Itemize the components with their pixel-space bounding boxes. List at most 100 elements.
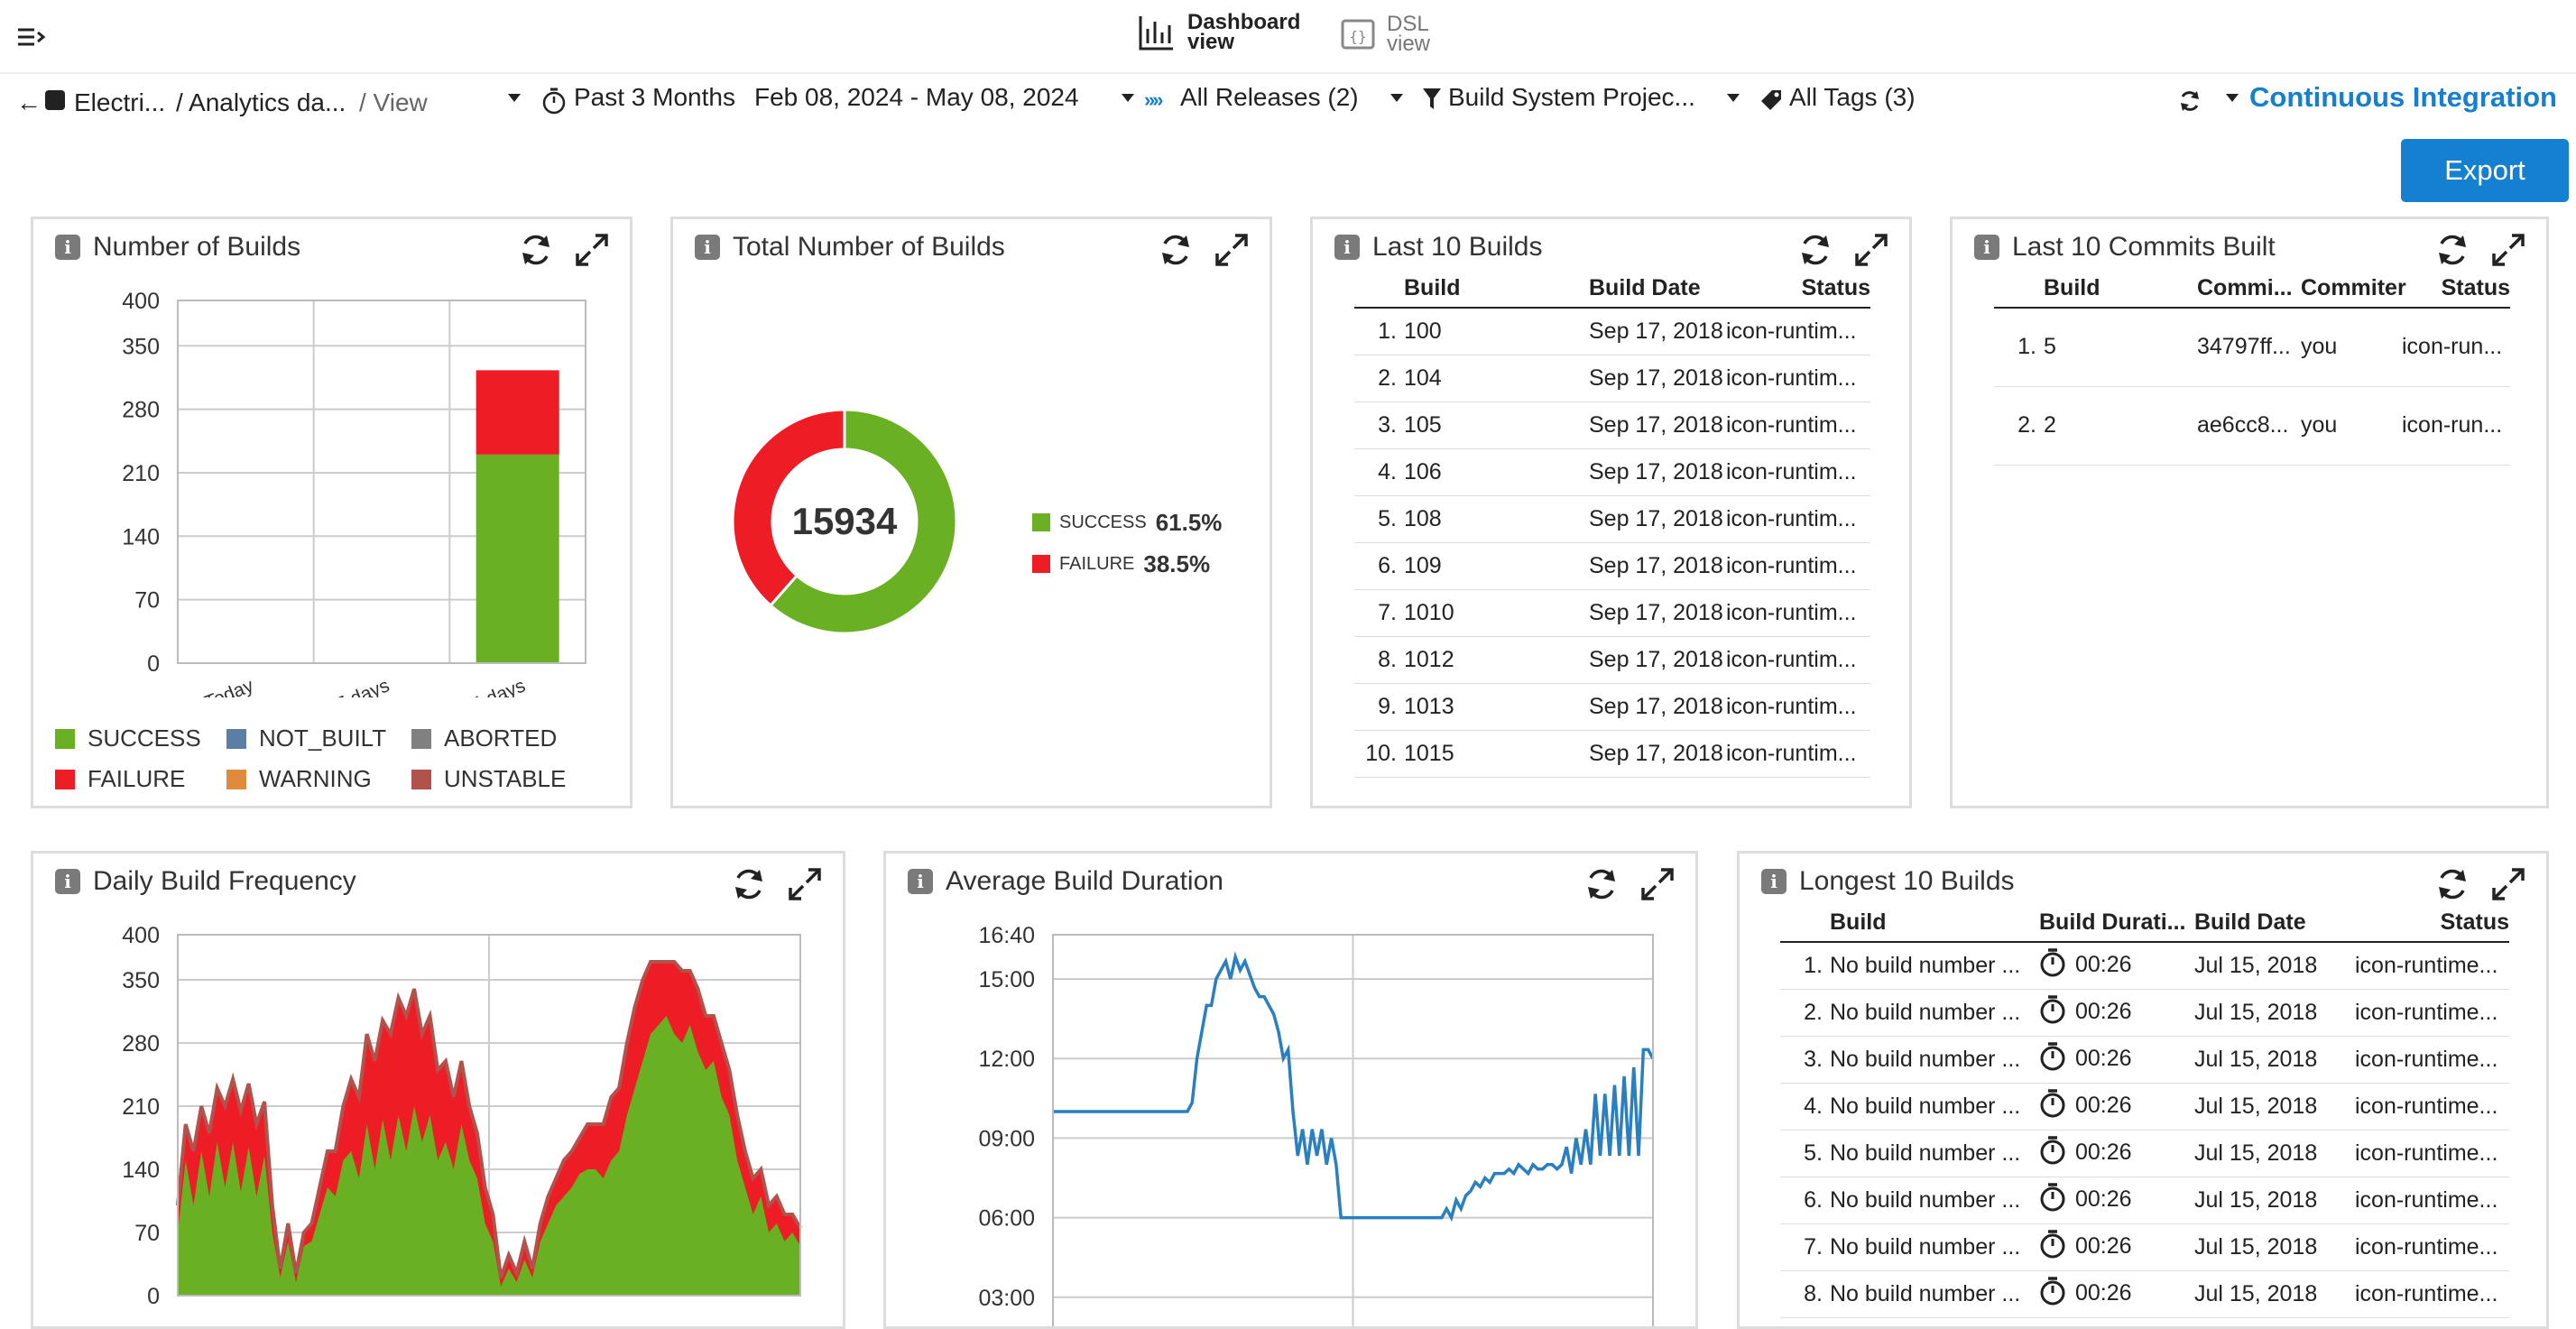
column-header[interactable]: Commiter — [2301, 275, 2406, 309]
column-header[interactable]: Status — [1726, 275, 1870, 309]
breadcrumb-dropdown-icon[interactable] — [508, 94, 521, 102]
table-row[interactable]: 5. 108 Sep 17, 2018 icon-runtim... — [1354, 495, 1870, 543]
cell-n: 7. — [1354, 589, 1404, 637]
refresh-icon[interactable] — [1797, 232, 1833, 268]
menu-toggle-icon[interactable] — [16, 23, 47, 51]
back-arrow-icon[interactable]: ← — [16, 88, 42, 116]
table-row[interactable]: 7. No build number ... 00:26 Jul 15, 2018 ic… — [1780, 1223, 2509, 1271]
table-row[interactable]: 8. No build number ... 00:26 Jul 15, 2018 ic… — [1780, 1270, 2509, 1318]
time-range-select[interactable]: Past 3 Months — [574, 83, 735, 111]
refresh-icon[interactable] — [731, 866, 767, 902]
column-header[interactable]: Build Date — [2194, 909, 2355, 943]
date-range-picker[interactable]: Feb 08, 2024 - May 08, 2024 — [754, 83, 1079, 111]
table-row[interactable]: 2. No build number ... 00:26 Jul 15, 2018 ic… — [1780, 989, 2509, 1037]
expand-icon[interactable] — [2490, 866, 2526, 902]
table-row[interactable]: 3. No build number ... 00:26 Jul 15, 2018 ic… — [1780, 1036, 2509, 1084]
slice-success[interactable] — [768, 408, 958, 635]
breadcrumb-dashboard[interactable]: / Analytics da... — [176, 88, 346, 116]
column-header[interactable]: Build — [1830, 909, 2039, 943]
cell-status: icon-runtim... — [1726, 636, 1870, 684]
refresh-icon[interactable] — [518, 232, 554, 268]
column-header[interactable]: Build Durati... — [2039, 909, 2194, 943]
column-header[interactable]: Status — [2355, 909, 2509, 943]
project-dropdown-icon[interactable] — [1727, 94, 1740, 102]
refresh-icon[interactable] — [1158, 232, 1194, 268]
refresh-icon[interactable] — [2434, 866, 2470, 902]
info-icon[interactable]: i — [55, 235, 80, 260]
legend-item[interactable]: WARNING — [226, 765, 411, 793]
legend-item[interactable]: SUCCESS — [55, 724, 226, 752]
duration-line[interactable] — [1053, 951, 1655, 1223]
expand-icon[interactable] — [787, 866, 823, 902]
y-tick-label: 70 — [134, 1221, 160, 1246]
expand-icon[interactable] — [574, 232, 610, 268]
dashboard-name-link[interactable]: Continuous Integration — [2249, 81, 2557, 113]
bar-failure[interactable] — [475, 370, 559, 455]
tags-select[interactable]: All Tags (3) — [1789, 83, 1916, 111]
table-row[interactable]: 6. No build number ... 00:26 Jul 15, 2018 ic… — [1780, 1177, 2509, 1224]
legend-item[interactable]: FAILURE 38.5% — [1032, 543, 1222, 585]
cell-duration: 00:26 — [2039, 1036, 2194, 1084]
cell-date: Jul 15, 2018 — [2194, 942, 2355, 990]
table-row[interactable]: 8. 1012 Sep 17, 2018 icon-runtim... — [1354, 636, 1870, 684]
table-row[interactable]: 7. 1010 Sep 17, 2018 icon-runtim... — [1354, 589, 1870, 637]
info-icon[interactable]: i — [55, 869, 80, 894]
table-row[interactable]: 2. 104 Sep 17, 2018 icon-runtim... — [1354, 355, 1870, 402]
legend-item[interactable]: FAILURE — [55, 765, 226, 793]
date-dropdown-icon[interactable] — [1122, 94, 1134, 102]
releases-dropdown-icon[interactable] — [1390, 94, 1403, 102]
table-row[interactable]: 1. No build number ... 00:26 Jul 15, 2018 ic… — [1780, 942, 2509, 990]
refresh-icon[interactable] — [1583, 866, 1620, 902]
column-header[interactable]: Status — [2402, 275, 2510, 309]
info-icon[interactable]: i — [1334, 235, 1360, 260]
expand-icon[interactable] — [1853, 232, 1889, 268]
table-row[interactable]: 4. No build number ... 00:26 Jul 15, 2018 ic… — [1780, 1083, 2509, 1131]
breadcrumb-project[interactable]: Electri... — [74, 88, 166, 116]
releases-select[interactable]: All Releases (2) — [1180, 83, 1359, 111]
dashboard-view-label-2: view — [1187, 30, 1235, 54]
expand-icon[interactable] — [2490, 232, 2526, 268]
info-icon[interactable]: i — [695, 235, 720, 260]
column-header[interactable]: Build Date — [1589, 275, 1726, 309]
number-of-builds-legend: SUCCESS NOT_BUILT ABORTED FAILURE WARNING UNS… — [55, 724, 614, 793]
dashboard-view-tab[interactable]: Dashboard view — [1137, 12, 1300, 54]
column-header[interactable]: Build — [1404, 275, 1589, 309]
area-success[interactable] — [178, 1016, 800, 1296]
column-header[interactable]: Commi... — [2197, 275, 2301, 309]
expand-icon[interactable] — [1639, 866, 1676, 902]
column-header[interactable]: Build — [2044, 275, 2197, 309]
dashboard-dropdown-icon[interactable] — [2226, 94, 2239, 102]
table-row[interactable]: 4. 106 Sep 17, 2018 icon-runtim... — [1354, 448, 1870, 496]
legend-item[interactable]: UNSTABLE — [411, 765, 592, 793]
table-row[interactable]: 10. 1015 Sep 17, 2018 icon-runtim... — [1354, 730, 1870, 778]
table-row[interactable]: 9. 1013 Sep 17, 2018 icon-runtim... — [1354, 683, 1870, 731]
refresh-icon[interactable] — [2177, 88, 2202, 118]
legend-item[interactable]: NOT_BUILT — [226, 724, 411, 752]
project-select[interactable]: Build System Projec... — [1448, 83, 1695, 111]
expand-icon[interactable] — [1214, 232, 1250, 268]
cell-status: icon-runtim... — [1726, 308, 1870, 355]
x-tick-label: Last 14 days — [421, 675, 529, 697]
table-row[interactable]: 1. 5 34797ff... you icon-run... — [1994, 308, 2510, 387]
info-icon[interactable]: i — [908, 869, 933, 894]
legend-label: SUCCESS — [1059, 512, 1147, 532]
legend-item[interactable]: SUCCESS 61.5% — [1032, 502, 1222, 543]
slice-failure[interactable] — [731, 408, 846, 608]
table-row[interactable]: 5. No build number ... 00:26 Jul 15, 2018 ic… — [1780, 1130, 2509, 1177]
bar-success[interactable] — [475, 454, 559, 663]
table-row[interactable]: 3. 105 Sep 17, 2018 icon-runtim... — [1354, 401, 1870, 449]
cell-committer: you — [2301, 308, 2402, 387]
dsl-view-tab[interactable]: {} DSL view — [1340, 14, 1430, 55]
export-button[interactable]: Export — [2401, 139, 2569, 202]
cell-n: 5. — [1354, 495, 1404, 543]
table-row[interactable]: 6. 109 Sep 17, 2018 icon-runtim... — [1354, 542, 1870, 590]
y-tick-label: 280 — [122, 1031, 160, 1057]
daily-build-frequency-chart: 0 70 140 210 280 350 400 — [122, 923, 802, 1309]
table-row[interactable]: 1. 100 Sep 17, 2018 icon-runtim... — [1354, 308, 1870, 355]
refresh-icon[interactable] — [2434, 232, 2470, 268]
legend-item[interactable]: ABORTED — [411, 724, 592, 752]
info-icon[interactable]: i — [1761, 869, 1787, 894]
last-10-commits-panel: i Last 10 Commits Built Build Commi... Co… — [1950, 217, 2549, 808]
info-icon[interactable]: i — [1974, 235, 1999, 260]
table-row[interactable]: 2. 2 ae6cc8... you icon-run... — [1994, 386, 2510, 466]
